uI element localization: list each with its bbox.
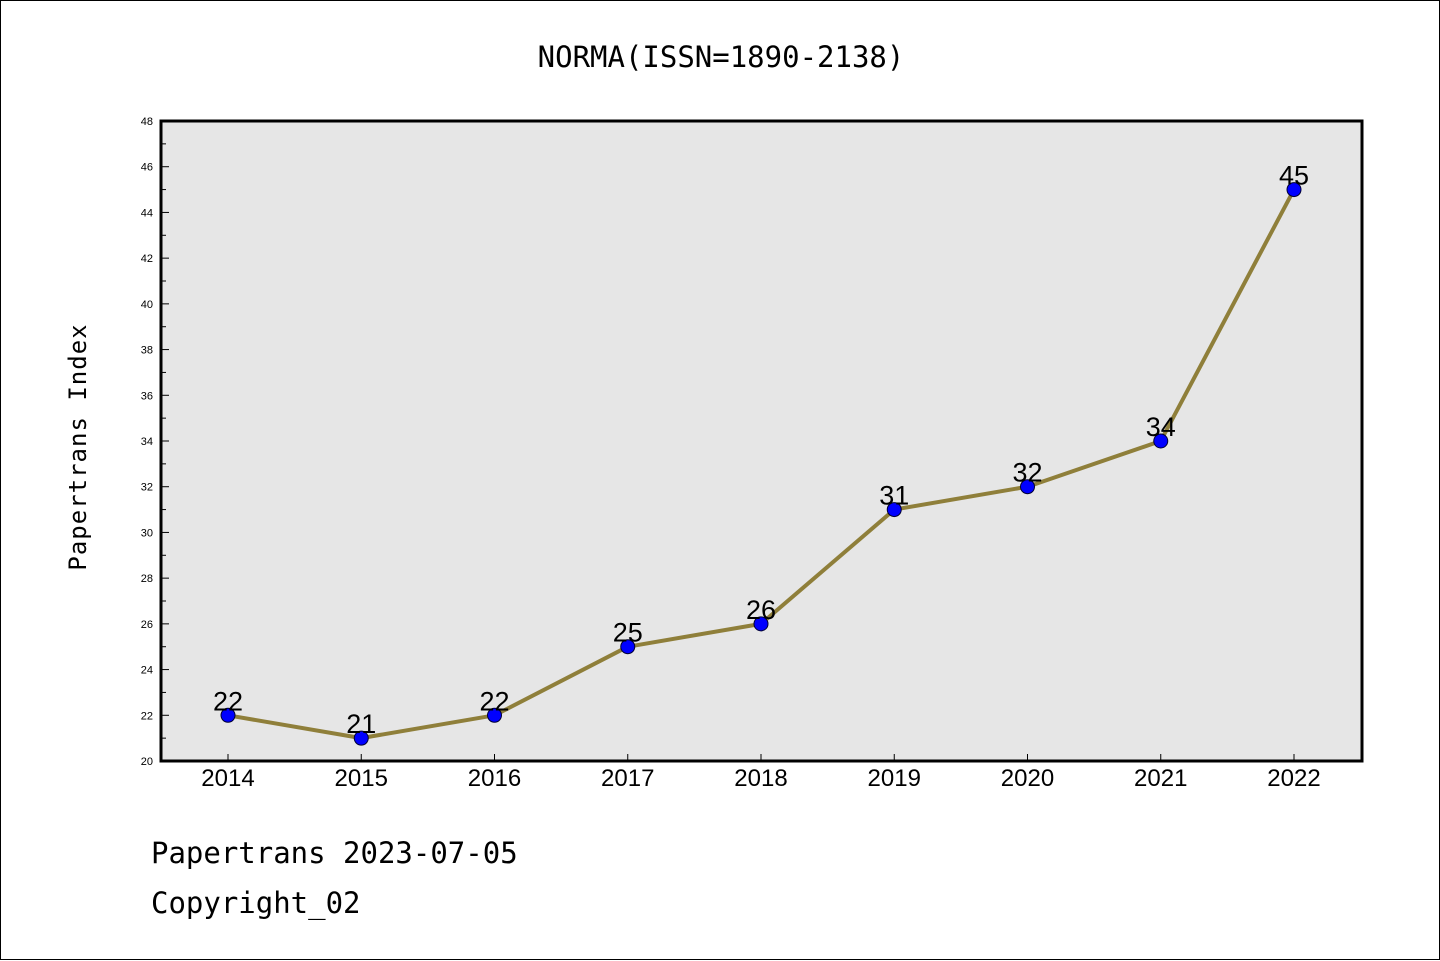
x-tick-label: 2021 <box>1134 765 1187 792</box>
footer-copyright: Copyright_02 <box>151 886 361 920</box>
y-tick-label: 30 <box>141 527 153 539</box>
plot-area <box>161 121 1362 761</box>
footer-date: Papertrans 2023-07-05 <box>151 836 518 870</box>
data-label: 34 <box>1146 412 1176 442</box>
data-label: 22 <box>479 686 509 716</box>
data-point <box>353 730 369 746</box>
x-tick-label: 2022 <box>1267 765 1320 792</box>
data-point <box>886 502 902 518</box>
y-tick-label: 40 <box>141 299 153 311</box>
data-point <box>487 707 502 723</box>
data-point <box>620 639 636 655</box>
x-tick-label: 2019 <box>868 765 921 792</box>
y-tick-label: 32 <box>141 482 153 494</box>
y-tick-label: 44 <box>141 207 153 219</box>
y-tick-label: 24 <box>141 665 153 677</box>
data-point <box>753 616 769 632</box>
data-point <box>1286 182 1302 198</box>
x-tick-label: 2014 <box>201 765 254 792</box>
y-axis-label: Papertrans Index <box>64 323 92 570</box>
data-label: 32 <box>1012 458 1042 488</box>
y-tick-label: 28 <box>141 573 153 585</box>
x-tick-label: 2015 <box>335 765 388 792</box>
data-label: 25 <box>613 618 643 648</box>
y-tick-label: 48 <box>141 116 153 128</box>
plot-border <box>159 119 1364 763</box>
data-label: 22 <box>213 686 243 716</box>
y-axis-ticks: 20 22 24 26 28 30 32 34 36 38 40 42 44 46 48 <box>141 116 169 768</box>
y-tick-label: 34 <box>141 436 153 448</box>
data-label: 45 <box>1279 161 1309 191</box>
x-tick-label: 2020 <box>1001 765 1054 792</box>
x-tick-label: 2017 <box>601 765 654 792</box>
data-point <box>1020 479 1035 495</box>
x-tick-label: 2016 <box>468 765 521 792</box>
data-markers <box>220 182 1302 746</box>
x-tick-label: 2018 <box>734 765 787 792</box>
data-label: 26 <box>746 595 776 625</box>
data-point <box>1153 433 1169 449</box>
y-tick-label: 26 <box>141 619 153 631</box>
x-axis-ticks: 2014 2015 2016 2017 2018 2019 2020 2021 2022 <box>201 754 1321 792</box>
y-tick-label: 22 <box>141 710 153 722</box>
data-label: 21 <box>346 709 376 739</box>
y-tick-label: 36 <box>141 390 153 402</box>
y-tick-label: 46 <box>141 162 153 174</box>
data-point <box>220 707 236 723</box>
data-labels: 22 21 22 25 26 31 32 34 45 <box>213 161 1309 740</box>
y-tick-label: 38 <box>141 345 153 357</box>
y-tick-label: 42 <box>141 253 153 265</box>
data-label: 31 <box>879 481 909 511</box>
y-tick-label: 20 <box>141 756 153 768</box>
chart-title: NORMA(ISSN=1890-2138) <box>538 40 905 74</box>
